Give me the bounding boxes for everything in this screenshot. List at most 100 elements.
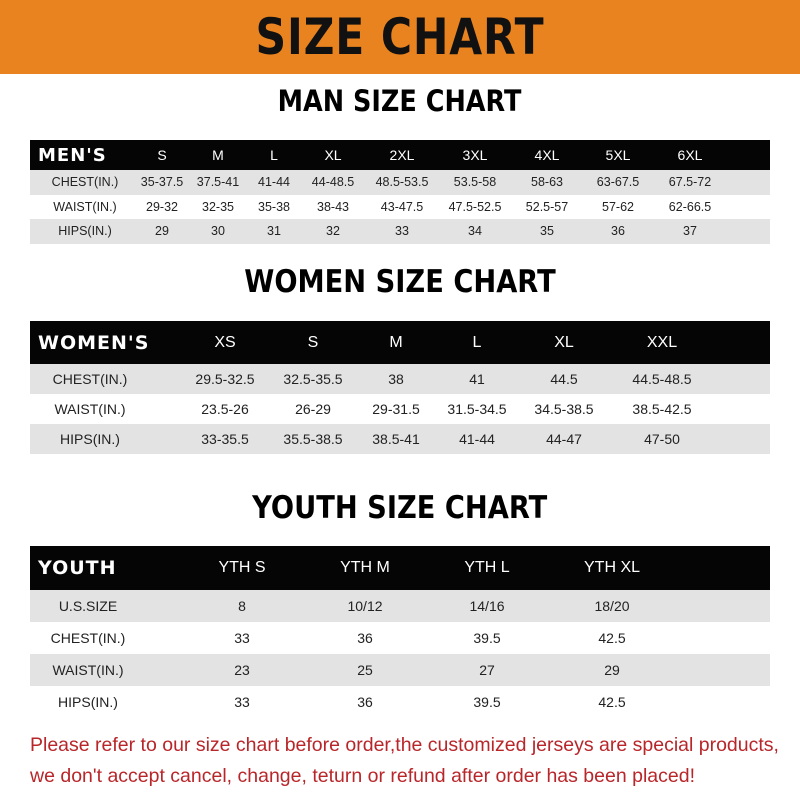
table-row: HIPS(IN.) 29 30 31 32 33 34 35 36 37: [30, 219, 770, 244]
table-row: HIPS(IN.) 33 36 39.5 42.5: [30, 686, 770, 718]
order-notice-line-2: we don't accept cancel, change, teturn o…: [30, 765, 695, 787]
measurement-value: 31: [267, 224, 281, 239]
women-header-row: WOMEN'S XS S M L XL XXL: [30, 321, 770, 364]
measurement-label: WAIST(IN.): [54, 401, 126, 417]
women-header-label: WOMEN'S: [38, 331, 150, 354]
measurement-value: 25: [357, 662, 373, 678]
measurement-label: HIPS(IN.): [60, 431, 120, 447]
size-header-cell: S: [307, 333, 319, 351]
measurement-value: 37: [683, 224, 697, 239]
measurement-value: 52.5-57: [525, 199, 569, 214]
size-header-cell: L: [472, 333, 482, 351]
measurement-value: 42.5: [598, 694, 626, 710]
youth-header-label: YOUTH: [38, 557, 117, 579]
measurement-value: 42.5: [598, 630, 626, 646]
table-row: WAIST(IN.) 29-32 32-35 35-38 38-43 43-47.5 47.…: [30, 194, 770, 219]
measurement-value: 37.5-41: [196, 175, 240, 190]
measurement-label: HIPS(IN.): [58, 694, 118, 710]
measurement-value: 27: [479, 662, 495, 678]
youth-size-table: YOUTH YTH S YTH M YTH L YTH XL U.S.SIZE 8 10/12…: [30, 546, 770, 718]
measurement-value: 41: [469, 371, 485, 387]
measurement-value: 26-29: [295, 401, 331, 417]
size-header-cell: XS: [214, 333, 236, 351]
size-header-cell: S: [157, 147, 167, 163]
measurement-value: 62-66.5: [668, 199, 712, 214]
measurement-value: 44-48.5: [311, 175, 355, 190]
measurement-value: 33: [234, 630, 250, 646]
measurement-value: 44-47: [546, 431, 582, 447]
measurement-value: 44.5-48.5: [632, 371, 692, 387]
measurement-value: 18/20: [594, 598, 630, 614]
table-row: CHEST(IN.) 35-37.5 37.5-41 41-44 44-48.5 48.5…: [30, 170, 770, 195]
size-header-cell: YTH L: [464, 559, 510, 576]
measurement-value: 30: [211, 224, 225, 239]
men-header-label: MEN'S: [38, 144, 107, 166]
measurement-label: WAIST(IN.): [53, 199, 117, 214]
men-header-row: MEN'S S M L XL 2XL 3XL 4XL 5XL 6XL: [30, 140, 770, 170]
measurement-value: 38.5-41: [372, 431, 420, 447]
measurement-value: 41-44: [459, 431, 495, 447]
measurement-value: 44.5: [550, 371, 578, 387]
measurement-value: 23: [234, 662, 250, 678]
table-row: CHEST(IN.) 29.5-32.5 32.5-35.5 38 41 44.5 44.5…: [30, 364, 770, 394]
table-row: U.S.SIZE 8 10/12 14/16 18/20: [30, 590, 770, 622]
measurement-value: 41-44: [258, 175, 290, 190]
measurement-value: 47-50: [644, 431, 680, 447]
measurement-value: 32.5-35.5: [283, 371, 343, 387]
measurement-value: 33: [234, 694, 250, 710]
measurement-label: HIPS(IN.): [58, 224, 112, 239]
measurement-value: 39.5: [473, 694, 501, 710]
size-header-cell: 6XL: [677, 147, 703, 163]
size-header-cell: 3XL: [462, 147, 488, 163]
size-header-cell: YTH XL: [583, 559, 641, 576]
measurement-value: 67.5-72: [668, 175, 712, 190]
measurement-value: 33-35.5: [201, 431, 249, 447]
measurement-value: 14/16: [469, 598, 505, 614]
measurement-value: 35-38: [258, 199, 290, 214]
measurement-value: 35.5-38.5: [283, 431, 343, 447]
table-row: WAIST(IN.) 23.5-26 26-29 29-31.5 31.5-34.5 34…: [30, 394, 770, 424]
size-header-cell: XL: [324, 147, 342, 163]
measurement-value: 36: [357, 630, 373, 646]
measurement-label: CHEST(IN.): [51, 175, 119, 190]
size-header-cell: M: [212, 147, 224, 163]
measurement-value: 29.5-32.5: [195, 371, 255, 387]
measurement-value: 29-32: [146, 199, 178, 214]
measurement-value: 39.5: [473, 630, 501, 646]
measurement-value: 34: [468, 224, 482, 239]
youth-header-row: YOUTH YTH S YTH M YTH L YTH XL: [30, 546, 770, 590]
measurement-value: 48.5-53.5: [375, 175, 429, 190]
measurement-value: 29: [604, 662, 620, 678]
measurement-value: 38: [388, 371, 404, 387]
measurement-value: 32: [326, 224, 340, 239]
women-size-table: WOMEN'S XS S M L XL XXL CHEST(IN.) 29.5-32.5 32.5…: [30, 321, 770, 454]
measurement-value: 58-63: [531, 175, 563, 190]
measurement-label: U.S.SIZE: [58, 598, 118, 614]
size-header-cell: XL: [554, 333, 574, 351]
measurement-value: 63-67.5: [596, 175, 640, 190]
measurement-value: 57-62: [602, 199, 634, 214]
measurement-value: 36: [611, 224, 625, 239]
order-notice-line-1: Please refer to our size chart before or…: [30, 734, 779, 756]
measurement-value: 43-47.5: [380, 199, 424, 214]
main-title: SIZE CHART: [255, 8, 545, 66]
measurement-value: 35: [540, 224, 554, 239]
measurement-value: 32-35: [202, 199, 234, 214]
size-header-cell: XXL: [646, 333, 678, 351]
measurement-label: CHEST(IN.): [52, 371, 128, 387]
size-header-cell: YTH S: [218, 559, 266, 576]
measurement-value: 38-43: [317, 199, 349, 214]
measurement-label: WAIST(IN.): [52, 662, 124, 678]
measurement-value: 35-37.5: [140, 175, 184, 190]
measurement-value: 34.5-38.5: [534, 401, 594, 417]
size-header-cell: M: [389, 333, 403, 351]
youth-section-title: YOUTH SIZE CHART: [252, 490, 548, 526]
table-row: HIPS(IN.) 33-35.5 35.5-38.5 38.5-41 41-44 44-…: [30, 424, 770, 454]
size-chart-banner: SIZE CHART: [0, 0, 800, 74]
measurement-value: 47.5-52.5: [448, 199, 502, 214]
measurement-value: 36: [357, 694, 373, 710]
measurement-value: 33: [395, 224, 409, 239]
measurement-value: 31.5-34.5: [447, 401, 507, 417]
table-row: CHEST(IN.) 33 36 39.5 42.5: [30, 622, 770, 654]
measurement-value: 8: [238, 598, 246, 614]
